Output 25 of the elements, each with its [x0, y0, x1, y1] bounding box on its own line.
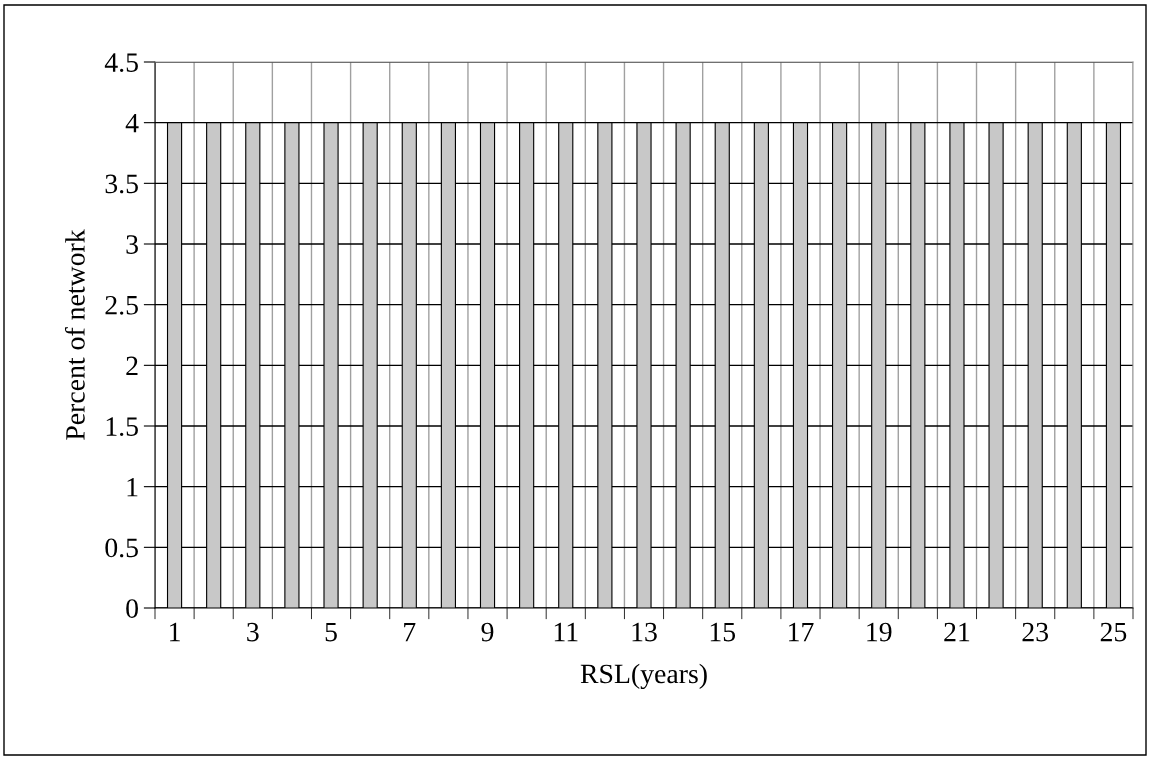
- y-tick-label: 2.5: [105, 295, 138, 315]
- y-tick-label: 0.5: [105, 538, 138, 558]
- x-tick-label: 21: [944, 622, 970, 642]
- x-tick-label: 19: [867, 622, 892, 642]
- x-tick-label: 15: [710, 622, 736, 642]
- y-tick-label: 3.5: [105, 174, 138, 194]
- y-tick-label: 4: [125, 114, 139, 133]
- y-tick-label: 1: [127, 477, 138, 497]
- y-tick-label: 1.5: [106, 417, 138, 437]
- y-tick-label: 3: [126, 235, 138, 254]
- x-tick-label: 11: [554, 622, 578, 642]
- x-tick-label: 9: [481, 622, 494, 642]
- y-tick-label: 4.5: [104, 53, 138, 73]
- x-tick-label: 17: [789, 622, 814, 642]
- x-tick-label: 25: [1100, 622, 1127, 642]
- x-tick-label: 5: [325, 622, 337, 642]
- x-tick-label: 23: [1022, 622, 1048, 642]
- y-axis-title: Percent of network: [64, 229, 85, 440]
- x-tick-label: 1: [170, 622, 180, 642]
- x-tick-label: 7: [404, 622, 416, 642]
- y-tick-label: 0: [126, 599, 138, 618]
- x-axis-title: RSL(years): [580, 663, 707, 690]
- y-tick-label: 2: [126, 356, 138, 375]
- x-tick-label: 13: [632, 622, 657, 642]
- x-tick-label: 3: [247, 622, 259, 642]
